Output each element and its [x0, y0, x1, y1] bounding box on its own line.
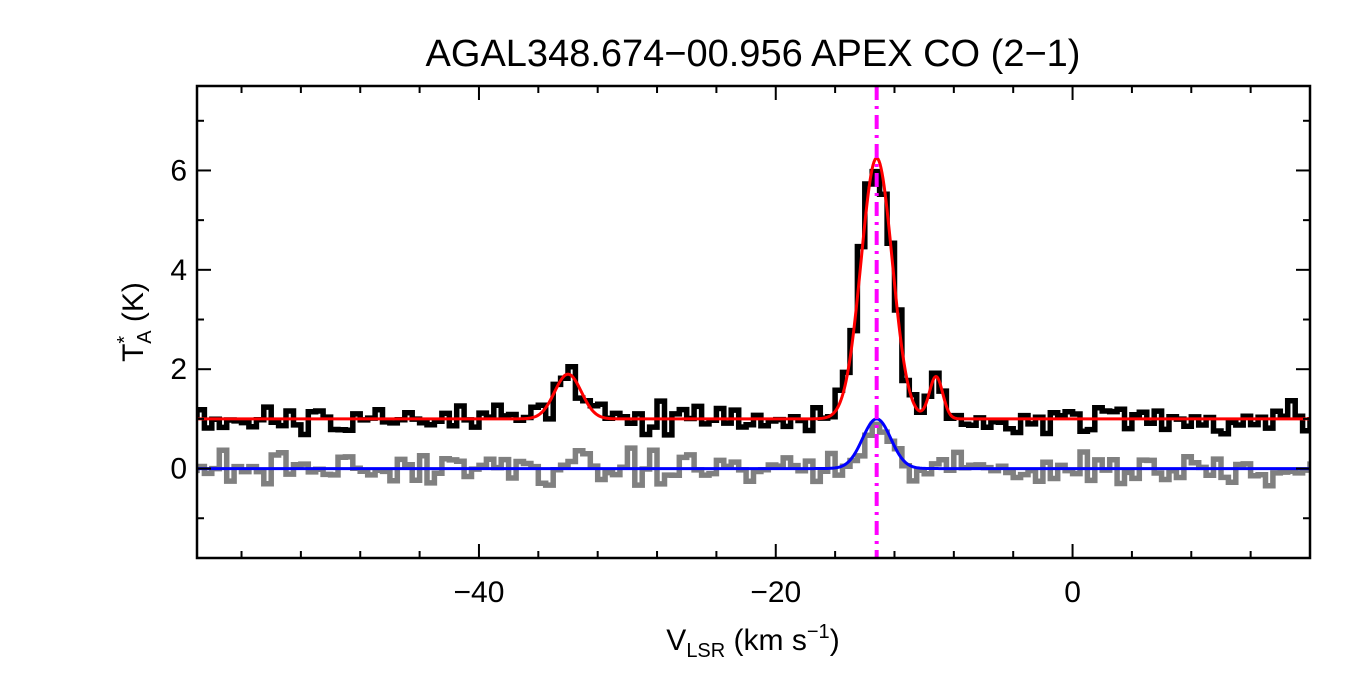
x-axis-label-unit: (km s	[725, 624, 807, 657]
x-axis-label-subscript: LSR	[686, 640, 725, 662]
x-axis-label-main: V	[666, 624, 686, 657]
x-tick-label: −20	[750, 576, 801, 609]
y-axis-label: T*A (K)	[114, 282, 156, 362]
y-axis-label-main: T	[117, 344, 150, 362]
x-tick-label: 0	[1064, 576, 1081, 609]
x-axis-label-close: )	[830, 624, 840, 657]
y-axis-label-superscript: *	[114, 336, 136, 344]
series-residual	[197, 421, 1310, 489]
series-residual-fit	[197, 417, 1310, 471]
series-observed-spectrum	[197, 168, 1310, 438]
x-axis-label: VLSR (km s−1)	[666, 621, 839, 662]
axis-ticks	[197, 86, 1311, 558]
series-gaussian-fit	[197, 156, 1310, 421]
y-axis-label-unit: (K)	[117, 282, 150, 330]
x-tick-label: −40	[454, 576, 505, 609]
x-axis-label-exponent: −1	[807, 621, 830, 643]
y-tick-label: 0	[170, 453, 187, 486]
y-tick-label: 4	[170, 254, 187, 287]
y-tick-label: 6	[170, 154, 187, 187]
y-axis-label-subscript: A	[134, 330, 156, 344]
chart-title: AGAL348.674−00.956 APEX CO (2−1)	[426, 33, 1081, 75]
y-tick-label: 2	[170, 353, 187, 386]
plot-area	[197, 86, 1310, 558]
plot-frame	[195, 84, 1312, 560]
